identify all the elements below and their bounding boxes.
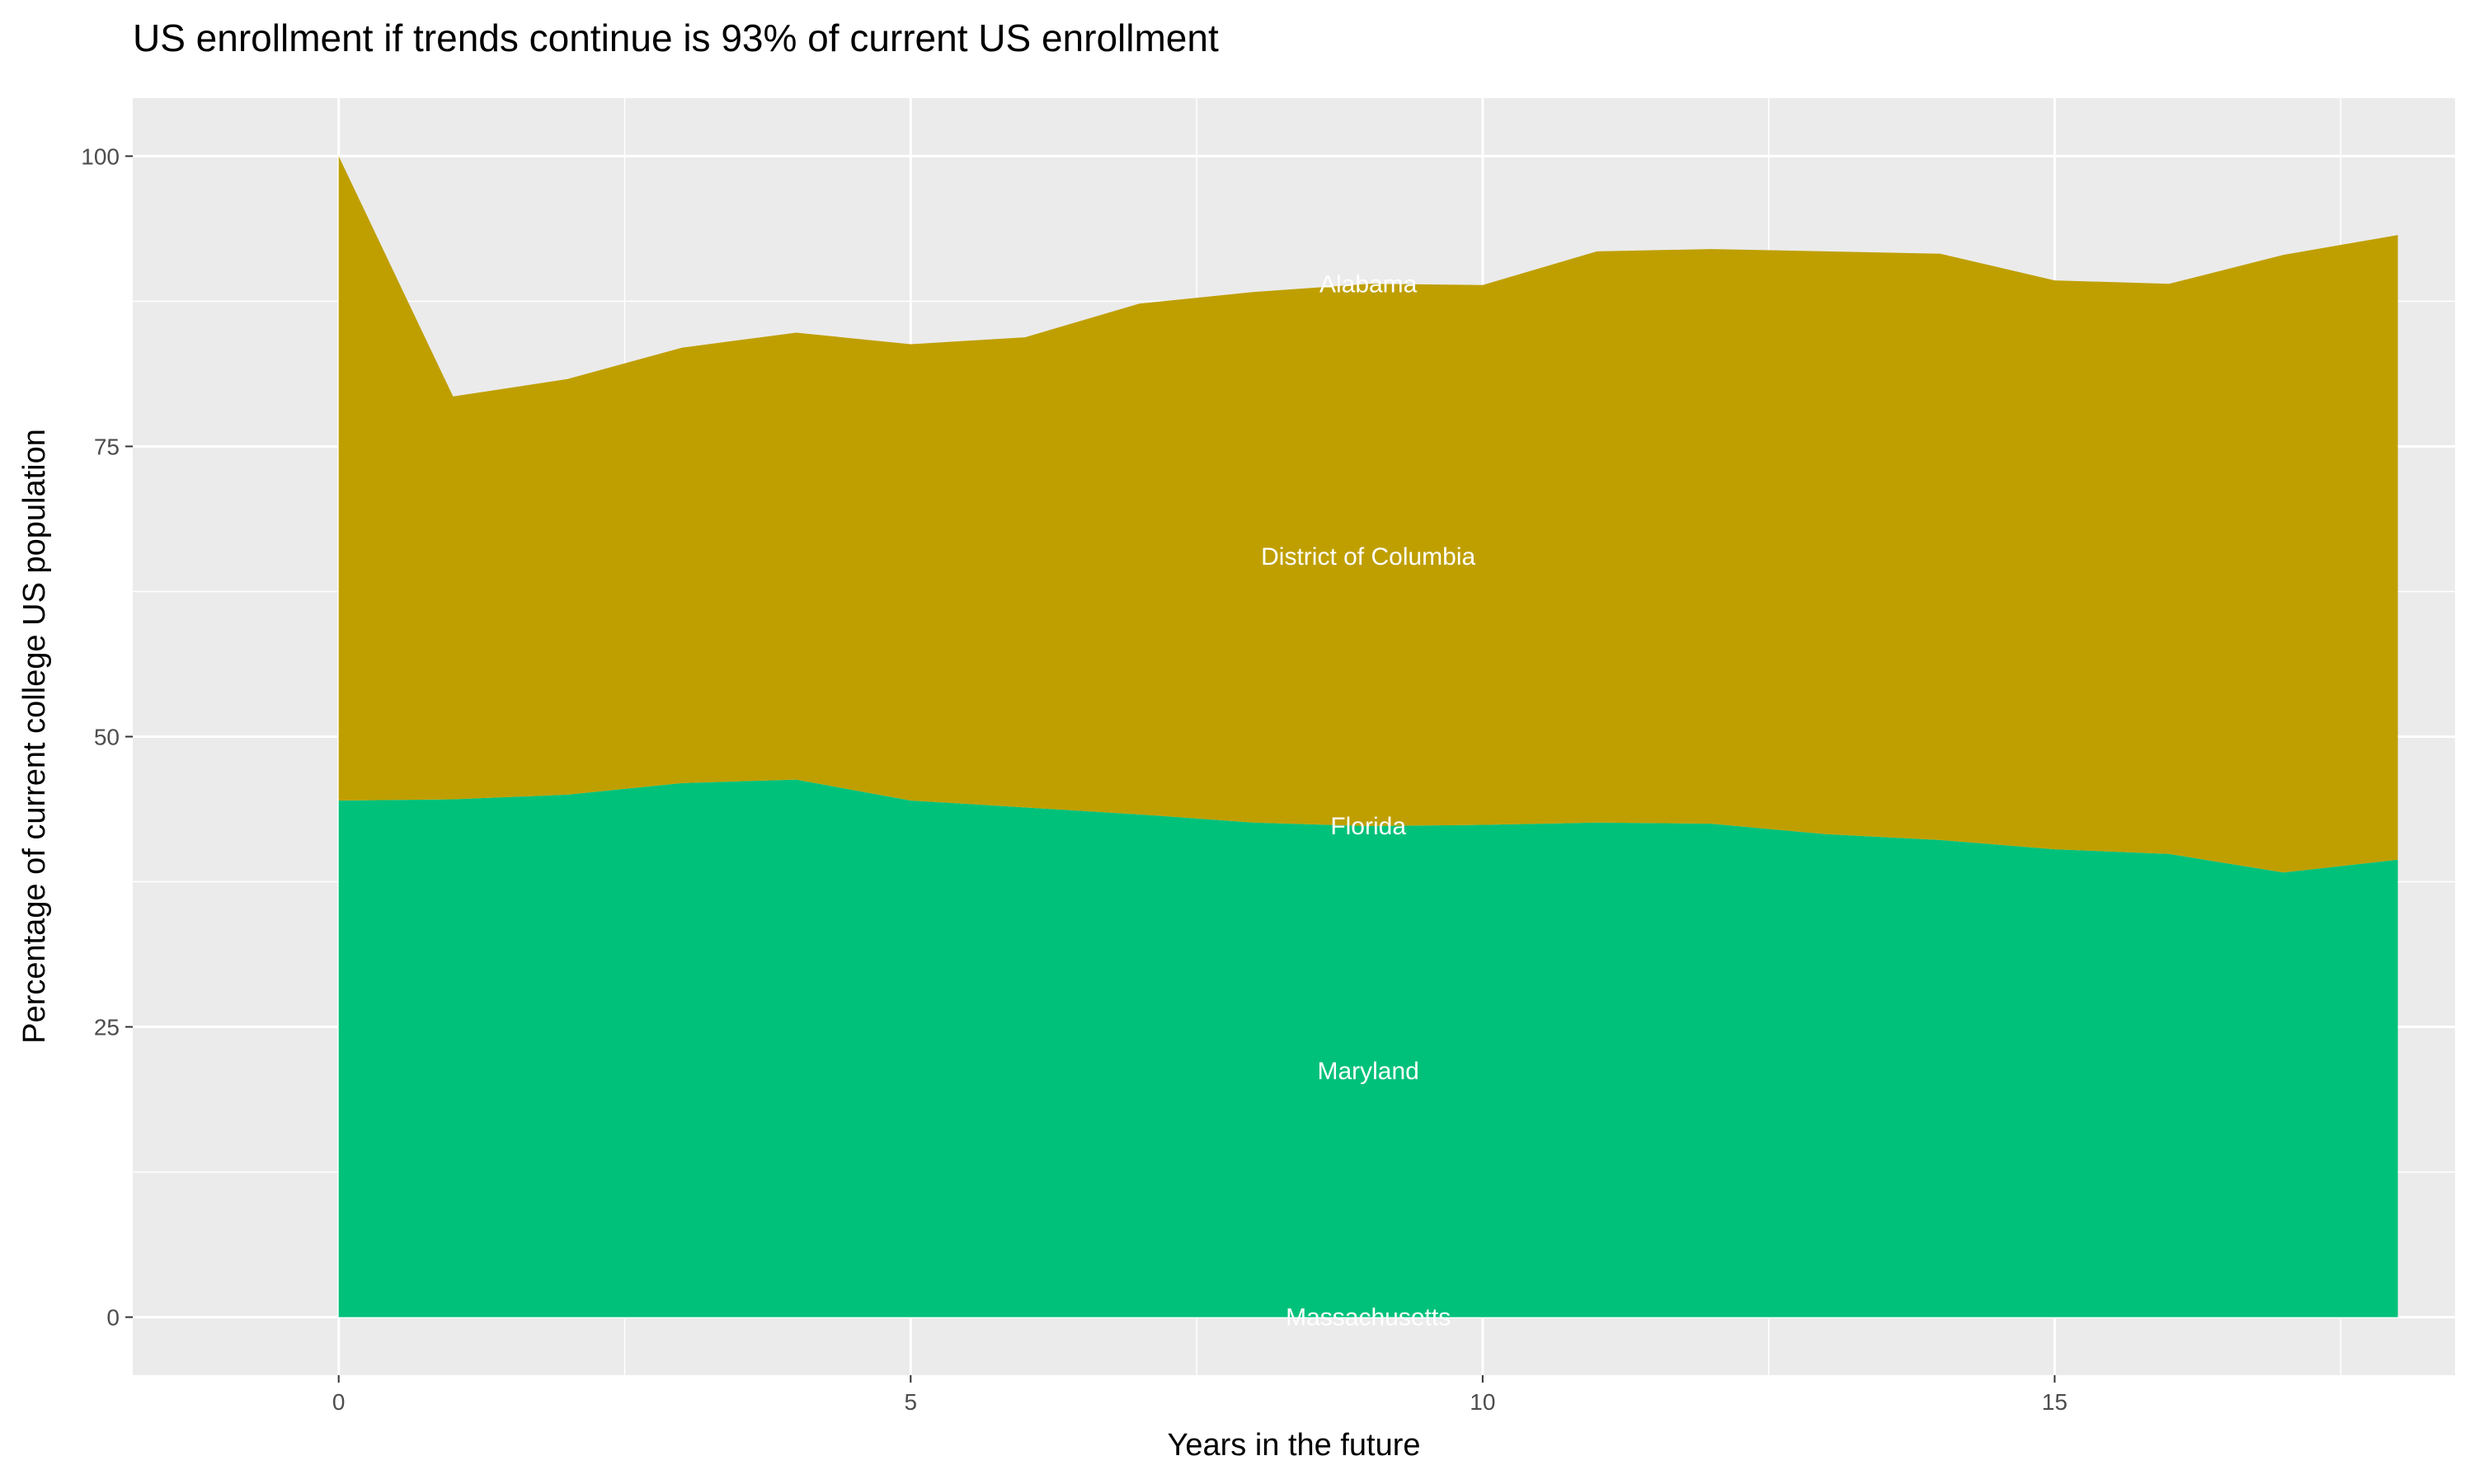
chart-title: US enrollment if trends continue is 93% … bbox=[133, 16, 1219, 59]
area-maryland bbox=[338, 779, 2398, 1317]
x-tick-label: 10 bbox=[1470, 1389, 1495, 1415]
x-tick-label: 15 bbox=[2042, 1389, 2067, 1415]
area-district-of-columbia bbox=[338, 156, 2398, 873]
area-label-massachusetts: Massachusetts bbox=[1286, 1304, 1451, 1331]
x-tick-label: 0 bbox=[332, 1389, 346, 1415]
y-axis-title: Percentage of current college US populat… bbox=[17, 429, 52, 1044]
y-tick-label: 100 bbox=[81, 143, 120, 169]
area-label-district-of-columbia: District of Columbia bbox=[1261, 543, 1475, 571]
y-tick-label: 50 bbox=[94, 725, 120, 750]
y-tick-label: 75 bbox=[94, 434, 120, 459]
y-tick-label: 25 bbox=[94, 1015, 120, 1040]
area-layer bbox=[338, 156, 2398, 1317]
x-axis-title: Years in the future bbox=[1167, 1428, 1420, 1463]
area-label-maryland: Maryland bbox=[1317, 1058, 1418, 1085]
area-label-alabama: Alabama bbox=[1319, 270, 1418, 298]
area-label-florida: Florida bbox=[1330, 813, 1406, 840]
x-tick-label: 5 bbox=[905, 1389, 918, 1415]
axes: 0 5 10 15 0 25 50 75 100 bbox=[81, 143, 2067, 1415]
y-tick-label: 0 bbox=[106, 1305, 120, 1331]
area-labels: Alabama District of Columbia Florida Maryla… bbox=[1261, 270, 1475, 1331]
